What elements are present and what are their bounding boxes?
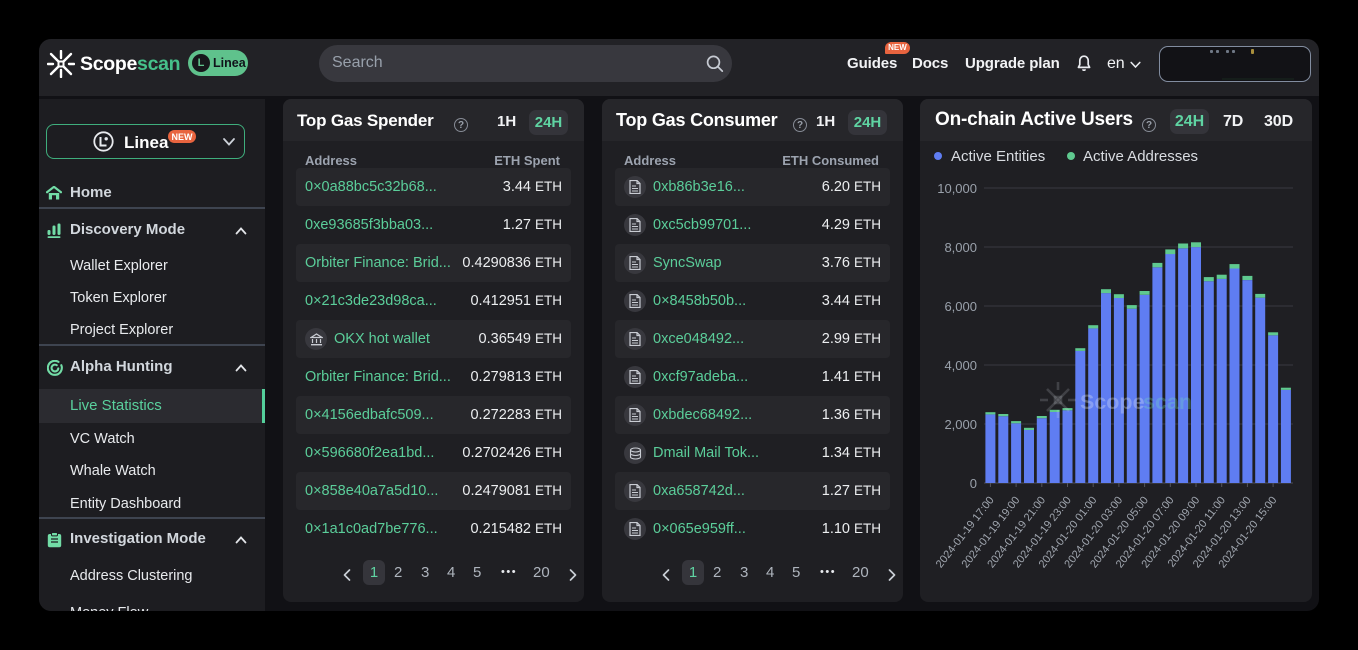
svg-text:2,000: 2,000 — [944, 417, 977, 432]
svg-text:6,000: 6,000 — [944, 299, 977, 314]
svg-text:0: 0 — [970, 476, 977, 491]
svg-text:8,000: 8,000 — [944, 240, 977, 255]
svg-text:Active Entities: Active Entities — [951, 148, 1045, 165]
svg-text:Scope: Scope — [1080, 390, 1145, 414]
svg-text:Active Addresses: Active Addresses — [1083, 148, 1198, 165]
svg-text:10,000: 10,000 — [937, 181, 977, 196]
svg-text:scan: scan — [1143, 390, 1192, 414]
svg-text:4,000: 4,000 — [944, 358, 977, 373]
